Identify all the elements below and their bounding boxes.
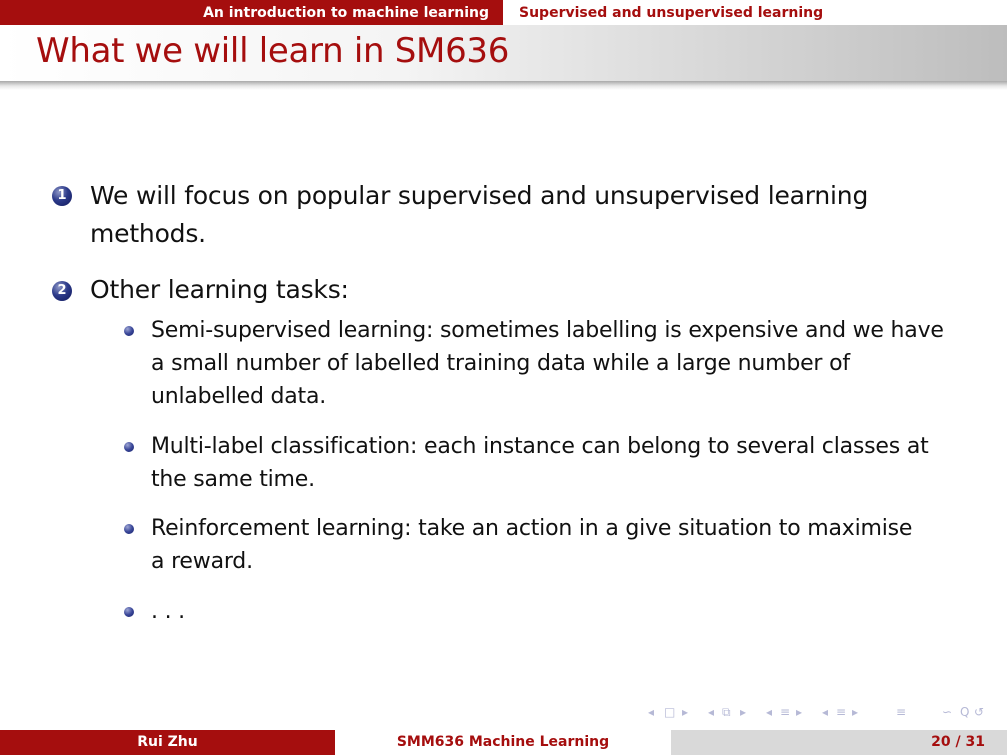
footer-page-number: 20 / 31 [671,730,1007,755]
subitem-3-line-2: a reward. [151,549,253,574]
nav-subsection-icon[interactable]: ⧉ [722,705,731,719]
slide-content: 1 We will focus on popular supervised an… [52,181,944,624]
next-section-link[interactable]: Supervised and unsupervised learning [503,0,1007,25]
subitem-1-line-1: Semi-supervised learning: sometimes labe… [151,318,944,343]
bullet-icon [124,524,134,534]
nav-doc-icon[interactable]: ≡ [836,705,847,719]
subitem-1-line-3: unlabelled data. [151,384,327,409]
current-section-link[interactable]: An introduction to machine learning [0,0,503,25]
nav-frame-icon[interactable]: □ [664,705,676,719]
nav-left-arrow-icon[interactable]: ◂ [648,705,655,719]
nav-doc-left-icon[interactable]: ◂ [822,705,829,719]
footer-bar: Rui Zhu SMM636 Machine Learning 20 / 31 [0,730,1007,755]
nav-search-icon[interactable]: ∽ [942,705,953,719]
item-2-line-1: Other learning tasks: [90,275,349,304]
frame-title: What we will learn in SM636 [36,31,510,71]
nav-section-left-icon[interactable]: ◂ [766,705,773,719]
bullet-icon [124,442,134,452]
footer-author: Rui Zhu [0,730,335,755]
subitem-2-line-1: Multi-label classification: each instanc… [151,434,929,459]
navigation-symbols: ◂ □ ▸ ◂ ⧉ ▸ ◂ ≡ ▸ ◂ ≡ ▸ ≡ ∽ Q ↺ [648,705,1003,725]
subitem-4-line-1: . . . [151,599,185,624]
frame-title-bar: What we will learn in SM636 [0,25,1007,81]
item-1-line-1: We will focus on popular supervised and … [90,181,869,210]
nav-subsection-left-icon[interactable]: ◂ [708,705,715,719]
subitem-3-line-1: Reinforcement learning: take an action i… [151,516,913,541]
nav-back-icon[interactable]: ↺ [974,705,985,719]
enum-badge-1: 1 [52,186,72,206]
item-1-line-2: methods. [90,219,206,248]
nav-zoom-icon[interactable]: Q [960,705,970,719]
subitem-1-line-2: a small number of labelled training data… [151,351,850,376]
nav-doc-right-icon[interactable]: ▸ [852,705,859,719]
bullet-icon [124,326,134,336]
title-shadow [0,81,1007,90]
section-navigation-bar: An introduction to machine learning Supe… [0,0,1007,25]
nav-subsection-right-icon[interactable]: ▸ [740,705,747,719]
bullet-icon [124,607,134,617]
nav-section-right-icon[interactable]: ▸ [796,705,803,719]
enum-badge-2: 2 [52,281,72,301]
subitem-2-line-2: the same time. [151,467,315,492]
nav-right-arrow-icon[interactable]: ▸ [682,705,689,719]
nav-align-icon[interactable]: ≡ [896,705,907,719]
nav-section-icon[interactable]: ≡ [780,705,791,719]
footer-course-title: SMM636 Machine Learning [335,730,671,755]
